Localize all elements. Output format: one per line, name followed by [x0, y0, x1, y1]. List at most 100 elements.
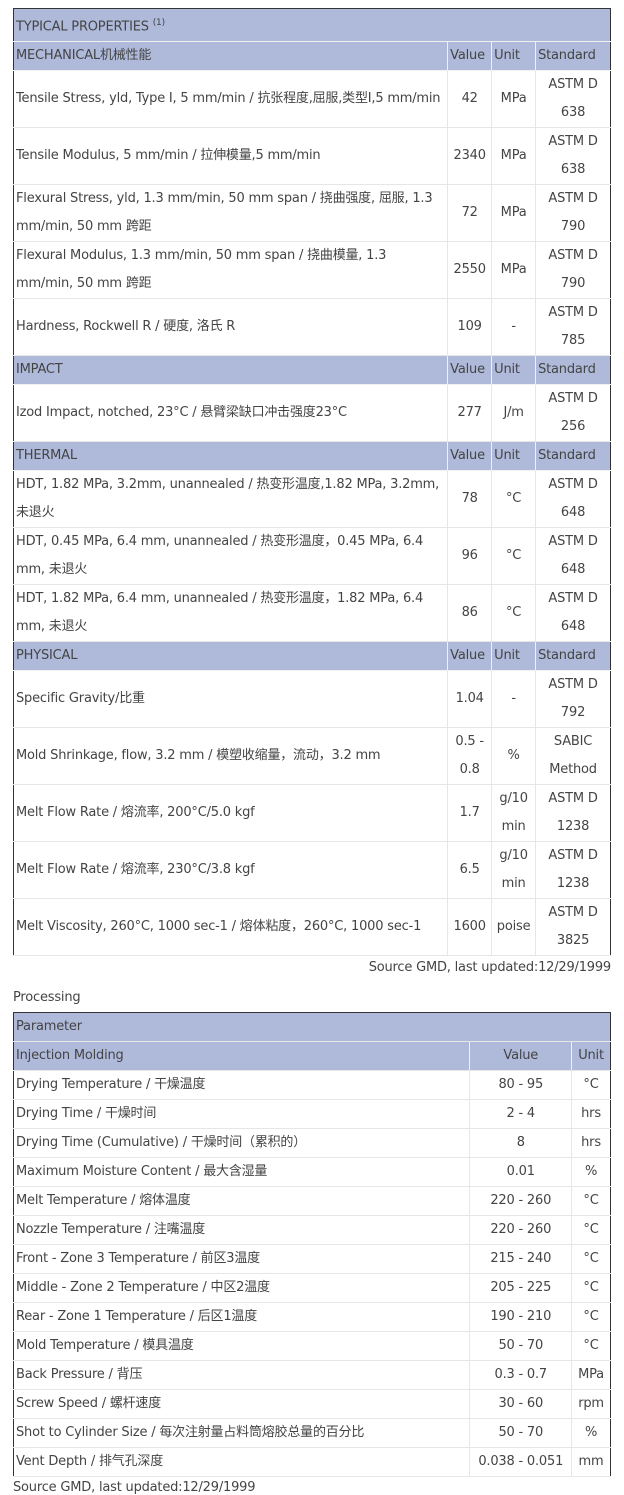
property-value: 1.04: [447, 670, 492, 729]
table-title: TYPICAL PROPERTIES: [16, 19, 149, 35]
processing-table: Parameter Injection Molding Value Unit Dry…: [13, 1012, 611, 1477]
parameter-unit: hrs: [571, 1128, 611, 1158]
parameter-unit: °C: [571, 1244, 611, 1274]
unit-header: Unit: [491, 41, 536, 72]
parameter-name: Shot to Cylinder Size / 每次注射量占料筒熔胶总量的百分比: [13, 1418, 470, 1448]
property-name: Melt Flow Rate / 熔流率, 230°C/3.8 kgf: [13, 841, 448, 900]
table-row: Izod Impact, notched, 23°C / 悬臂梁缺口冲击强度23…: [13, 384, 611, 443]
typical-properties-table: TYPICAL PROPERTIES (1) MECHANICAL机械性能 Val…: [13, 8, 611, 957]
parameter-unit: °C: [571, 1186, 611, 1216]
standard-header: Standard: [535, 441, 611, 472]
standard-header: Standard: [535, 41, 611, 72]
table-row: Melt Temperature / 熔体温度 220 - 260 °C: [13, 1186, 611, 1216]
parameter-value: 0.01: [469, 1157, 572, 1187]
property-value: 72: [447, 184, 492, 243]
parameter-value: 50 - 70: [469, 1331, 572, 1361]
unit-header: Unit: [571, 1041, 611, 1071]
parameter-header: Parameter: [13, 1012, 611, 1042]
parameter-value: 215 - 240: [469, 1244, 572, 1274]
table-row: Shot to Cylinder Size / 每次注射量占料筒熔胶总量的百分比…: [13, 1418, 611, 1448]
parameter-name: Rear - Zone 1 Temperature / 后区1温度: [13, 1302, 470, 1332]
table-row: Nozzle Temperature / 注嘴温度 220 - 260 °C: [13, 1215, 611, 1245]
parameter-unit: hrs: [571, 1099, 611, 1129]
property-unit: MPa: [491, 70, 536, 129]
parameter-value: 205 - 225: [469, 1273, 572, 1303]
table-row: Middle - Zone 2 Temperature / 中区2温度 205 -…: [13, 1273, 611, 1303]
parameter-value: 0.038 - 0.051: [469, 1447, 572, 1477]
property-name: Mold Shrinkage, flow, 3.2 mm / 模塑收缩量，流动，…: [13, 727, 448, 786]
property-unit: poise: [491, 898, 536, 957]
parameter-name: Nozzle Temperature / 注嘴温度: [13, 1215, 470, 1245]
parameter-value: 2 - 4: [469, 1099, 572, 1129]
source-note: Source GMD, last updated:12/29/1999: [368, 960, 611, 975]
table-row: Drying Time (Cumulative) / 干燥时间（累积的） 8 hrs: [13, 1128, 611, 1158]
parameter-name: Drying Time (Cumulative) / 干燥时间（累积的）: [13, 1128, 470, 1158]
section-header-row: PHYSICAL Value Unit Standard: [13, 641, 611, 672]
property-unit: -: [491, 298, 536, 357]
value-header: Value: [447, 41, 492, 72]
property-name: Specific Gravity/比重: [13, 670, 448, 729]
table-row: Melt Flow Rate / 熔流率, 200°C/5.0 kgf 1.7 g/…: [13, 784, 611, 843]
parameter-unit: %: [571, 1157, 611, 1187]
table-row: Mold Shrinkage, flow, 3.2 mm / 模塑收缩量，流动，…: [13, 727, 611, 786]
parameter-name: Screw Speed / 螺杆速度: [13, 1389, 470, 1419]
property-value: 6.5: [447, 841, 492, 900]
property-standard: ASTM D 790: [535, 241, 611, 300]
property-standard: SABIC Method: [535, 727, 611, 786]
property-name: Hardness, Rockwell R / 硬度, 洛氏 R: [13, 298, 448, 357]
property-value: 2550: [447, 241, 492, 300]
property-unit: °C: [491, 470, 536, 529]
parameter-unit: MPa: [571, 1360, 611, 1390]
property-standard: ASTM D 638: [535, 70, 611, 129]
section-header-row: THERMAL Value Unit Standard: [13, 441, 611, 472]
section-header-row: MECHANICAL机械性能 Value Unit Standard: [13, 41, 611, 72]
property-name: HDT, 1.82 MPa, 3.2mm, unannealed / 热变形温度…: [13, 470, 448, 529]
value-header: Value: [447, 441, 492, 472]
property-standard: ASTM D 256: [535, 384, 611, 443]
parameter-name: Middle - Zone 2 Temperature / 中区2温度: [13, 1273, 470, 1303]
parameter-name: Drying Time / 干燥时间: [13, 1099, 470, 1129]
table-row: Maximum Moisture Content / 最大含湿量 0.01%: [13, 1157, 611, 1187]
property-value: 2340: [447, 127, 492, 186]
value-header: Value: [447, 641, 492, 672]
parameter-name: Melt Temperature / 熔体温度: [13, 1186, 470, 1216]
parameter-unit: mm: [571, 1447, 611, 1477]
property-unit: MPa: [491, 241, 536, 300]
parameter-value: 0.3 - 0.7: [469, 1360, 572, 1390]
table-row: Vent Depth / 排气孔深度 0.038 - 0.051 mm: [13, 1447, 611, 1477]
table-row: HDT, 1.82 MPa, 3.2mm, unannealed / 热变形温度…: [13, 470, 611, 529]
parameter-name: Mold Temperature / 模具温度: [13, 1331, 470, 1361]
section-header: Injection Molding: [13, 1041, 470, 1071]
property-standard: ASTM D 638: [535, 127, 611, 186]
property-value: 109: [447, 298, 492, 357]
parameter-value: 80 - 95: [469, 1070, 572, 1100]
property-value: 1.7: [447, 784, 492, 843]
property-standard: ASTM D 1238: [535, 841, 611, 900]
property-name: Izod Impact, notched, 23°C / 悬臂梁缺口冲击强度23…: [13, 384, 448, 443]
parameter-value: 220 - 260: [469, 1186, 572, 1216]
property-unit: J/m: [491, 384, 536, 443]
parameter-unit: rpm: [571, 1389, 611, 1419]
table-row: Rear - Zone 1 Temperature / 后区1温度 190 - 2…: [13, 1302, 611, 1332]
property-unit: MPa: [491, 127, 536, 186]
table-row: Flexural Stress, yld, 1.3 mm/min, 50 mm …: [13, 184, 611, 243]
table-row: Tensile Stress, yld, Type I, 5 mm/min / …: [13, 70, 611, 129]
table-row: Melt Flow Rate / 熔流率, 230°C/3.8 kgf 6.5 g/…: [13, 841, 611, 900]
section-name: PHYSICAL: [13, 641, 448, 672]
table-row: Tensile Modulus, 5 mm/min / 拉伸模量,5 mm/mi…: [13, 127, 611, 186]
parameter-name: Front - Zone 3 Temperature / 前区3温度: [13, 1244, 470, 1274]
property-unit: MPa: [491, 184, 536, 243]
property-unit: °C: [491, 527, 536, 586]
table-row: Melt Viscosity, 260°C, 1000 sec-1 / 熔体粘度…: [13, 898, 611, 957]
parameter-unit: °C: [571, 1273, 611, 1303]
parameter-value: 50 - 70: [469, 1418, 572, 1448]
parameter-name: Drying Temperature / 干燥温度: [13, 1070, 470, 1100]
property-value: 42: [447, 70, 492, 129]
table-row: Specific Gravity/比重 1.04- ASTM D 792: [13, 670, 611, 729]
table-row: Mold Temperature / 模具温度 50 - 70 °C: [13, 1331, 611, 1361]
property-unit: g/10 min: [491, 841, 536, 900]
value-header: Value: [447, 355, 492, 386]
table-row: Back Pressure / 背压 0.3 - 0.7 MPa: [13, 1360, 611, 1390]
property-standard: ASTM D 648: [535, 584, 611, 643]
property-standard: ASTM D 3825: [535, 898, 611, 957]
